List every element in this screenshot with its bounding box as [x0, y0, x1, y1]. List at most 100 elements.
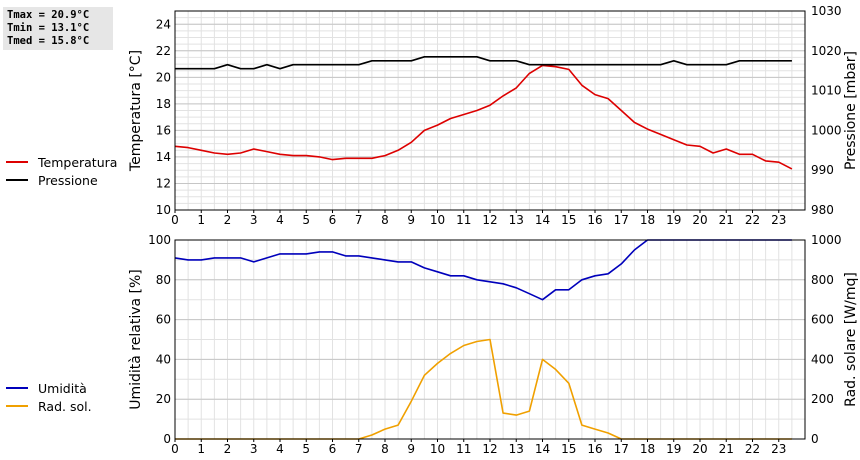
y-tick-label: 10	[156, 203, 171, 217]
x-tick-label: 15	[561, 442, 576, 456]
y2-tick-label: 600	[811, 313, 834, 327]
y2-tick-label: 1010	[811, 84, 842, 98]
x-tick-label: 22	[745, 442, 760, 456]
legend-top: Temperatura Pressione	[6, 153, 117, 189]
y2-tick-label: 990	[811, 163, 834, 177]
y-tick-label: 16	[156, 123, 171, 137]
x-tick-label: 8	[381, 442, 389, 456]
y-tick-label: 60	[156, 313, 171, 327]
x-tick-label: 22	[745, 213, 760, 227]
y2-tick-label: 400	[811, 352, 834, 366]
x-tick-label: 12	[482, 213, 497, 227]
y2-tick-label: 200	[811, 392, 834, 406]
y-tick-label: 0	[163, 432, 171, 446]
y-tick-label: 80	[156, 273, 171, 287]
x-tick-label: 6	[329, 442, 337, 456]
legend-label: Rad. sol.	[38, 398, 92, 414]
stats-box: Tmax = 20.9°C Tmin = 13.1°C Tmed = 15.8°…	[3, 7, 113, 50]
y-tick-label: 22	[156, 44, 171, 58]
x-tick-label: 10	[430, 442, 445, 456]
y-tick-label: 14	[156, 150, 171, 164]
series-line-umidit-	[174, 239, 792, 301]
x-tick-label: 4	[276, 442, 284, 456]
x-tick-label: 3	[250, 442, 258, 456]
x-tick-label: 20	[692, 213, 707, 227]
legend-swatch	[6, 405, 28, 407]
y2-axis-label: Pressione [mbar]	[843, 51, 859, 170]
legend-item-pressione: Pressione	[6, 171, 117, 189]
x-tick-label: 9	[407, 213, 415, 227]
x-tick-label: 21	[719, 213, 734, 227]
y2-tick-label: 1030	[811, 4, 842, 18]
legend-item-radsol: Rad. sol.	[6, 397, 92, 415]
y-tick-label: 100	[148, 233, 171, 247]
x-tick-label: 13	[509, 213, 524, 227]
tmax-text: Tmax = 20.9°C	[7, 9, 90, 21]
legend-item-temperatura: Temperatura	[6, 153, 117, 171]
y-axis-label: Umidità relativa [%]	[128, 269, 144, 410]
tmed-text: Tmed = 15.8°C	[7, 35, 90, 47]
x-tick-label: 11	[456, 213, 471, 227]
y-tick-label: 24	[156, 17, 171, 31]
x-tick-label: 13	[509, 442, 524, 456]
x-tick-label: 17	[614, 213, 629, 227]
x-tick-label: 14	[535, 442, 550, 456]
x-tick-label: 18	[640, 213, 655, 227]
x-tick-label: 8	[381, 213, 389, 227]
x-tick-label: 16	[587, 213, 602, 227]
x-tick-label: 21	[719, 442, 734, 456]
y-tick-label: 12	[156, 176, 171, 190]
x-tick-label: 20	[692, 442, 707, 456]
legend-item-umidita: Umidità	[6, 379, 92, 397]
y-tick-label: 20	[156, 70, 171, 84]
x-tick-label: 2	[224, 213, 232, 227]
x-tick-label: 10	[430, 213, 445, 227]
series-line-pressione	[175, 55, 792, 70]
y2-tick-label: 0	[811, 432, 819, 446]
legend-swatch	[6, 179, 28, 181]
x-tick-label: 2	[224, 442, 232, 456]
x-tick-label: 11	[456, 442, 471, 456]
x-tick-label: 9	[407, 442, 415, 456]
y2-axis-label: Rad. solare [W/mq]	[843, 272, 859, 407]
legend-swatch	[6, 387, 28, 389]
tmin-text: Tmin = 13.1°C	[7, 22, 90, 34]
x-tick-label: 15	[561, 213, 576, 227]
x-tick-label: 5	[302, 442, 310, 456]
y-tick-label: 20	[156, 392, 171, 406]
x-tick-label: 23	[771, 213, 786, 227]
y-tick-label: 40	[156, 352, 171, 366]
x-tick-label: 6	[329, 213, 337, 227]
x-tick-label: 0	[171, 213, 179, 227]
x-tick-label: 18	[640, 442, 655, 456]
x-tick-label: 19	[666, 442, 681, 456]
x-tick-label: 3	[250, 213, 258, 227]
x-tick-label: 7	[355, 213, 363, 227]
x-tick-label: 4	[276, 213, 284, 227]
y-tick-label: 18	[156, 97, 171, 111]
legend-swatch	[6, 161, 28, 163]
y2-tick-label: 1000	[811, 123, 842, 137]
y2-tick-label: 800	[811, 273, 834, 287]
y2-tick-label: 1020	[811, 44, 842, 58]
series-line-temperatura	[174, 64, 793, 170]
y2-tick-label: 1000	[811, 233, 842, 247]
legend-label: Temperatura	[38, 154, 118, 170]
x-tick-label: 1	[197, 213, 205, 227]
y-axis-label: Temperatura [°C]	[128, 50, 144, 172]
x-tick-label: 17	[614, 442, 629, 456]
x-tick-label: 16	[587, 442, 602, 456]
legend-bottom: Umidità Rad. sol.	[6, 379, 92, 415]
x-tick-label: 19	[666, 213, 681, 227]
x-tick-label: 5	[302, 213, 310, 227]
x-tick-label: 1	[197, 442, 205, 456]
x-tick-label: 7	[355, 442, 363, 456]
series-line-rad-sol-	[175, 338, 792, 440]
x-tick-label: 14	[535, 213, 550, 227]
x-tick-label: 23	[771, 442, 786, 456]
y2-tick-label: 980	[811, 203, 834, 217]
x-tick-label: 12	[482, 442, 497, 456]
legend-label: Umidità	[38, 380, 87, 396]
x-tick-label: 0	[171, 442, 179, 456]
